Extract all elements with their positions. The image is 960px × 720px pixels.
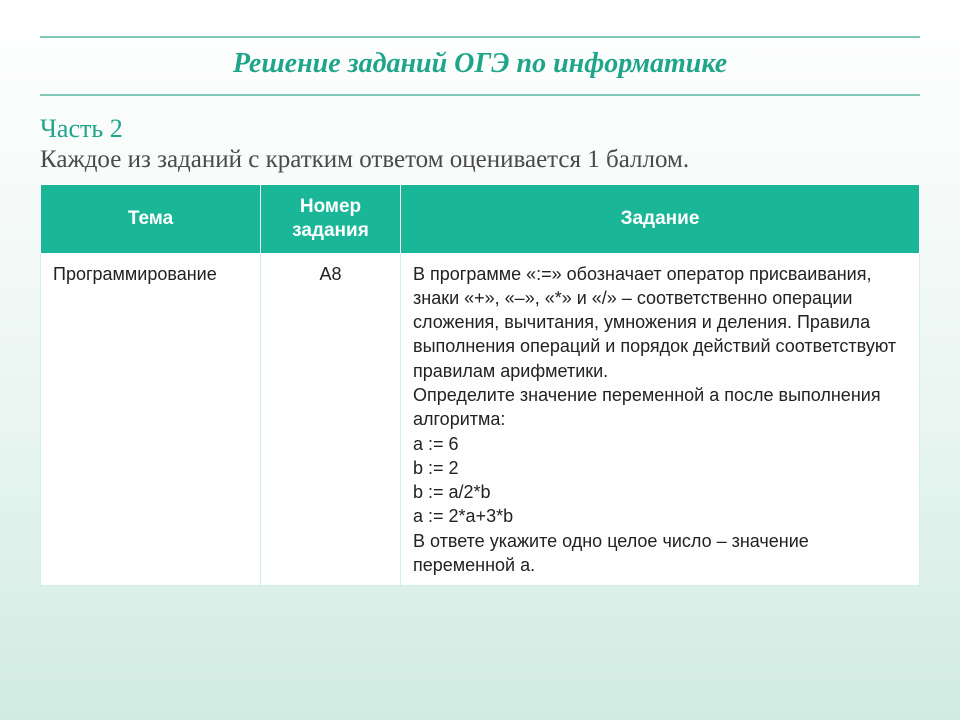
top-rule: [40, 36, 920, 38]
table-header-row: Тема Номерзадания Задание: [41, 185, 920, 254]
scoring-note: Каждое из заданий с кратким ответом оцен…: [40, 146, 920, 174]
col-header-task: Задание: [401, 185, 920, 254]
table-row: Программирование А8 В программе «:=» обо…: [41, 253, 920, 586]
cell-num: А8: [261, 253, 401, 586]
col-header-num-text: Номерзадания: [292, 196, 369, 241]
page-title: Решение заданий ОГЭ по информатике: [40, 42, 920, 90]
col-header-num: Номерзадания: [261, 185, 401, 254]
col-header-topic: Тема: [41, 185, 261, 254]
part-label: Часть 2: [40, 114, 920, 144]
tasks-table: Тема Номерзадания Задание Программирован…: [40, 184, 920, 586]
title-rule: [40, 94, 920, 96]
cell-topic: Программирование: [41, 253, 261, 586]
cell-task: В программе «:=» обозначает оператор при…: [401, 253, 920, 586]
